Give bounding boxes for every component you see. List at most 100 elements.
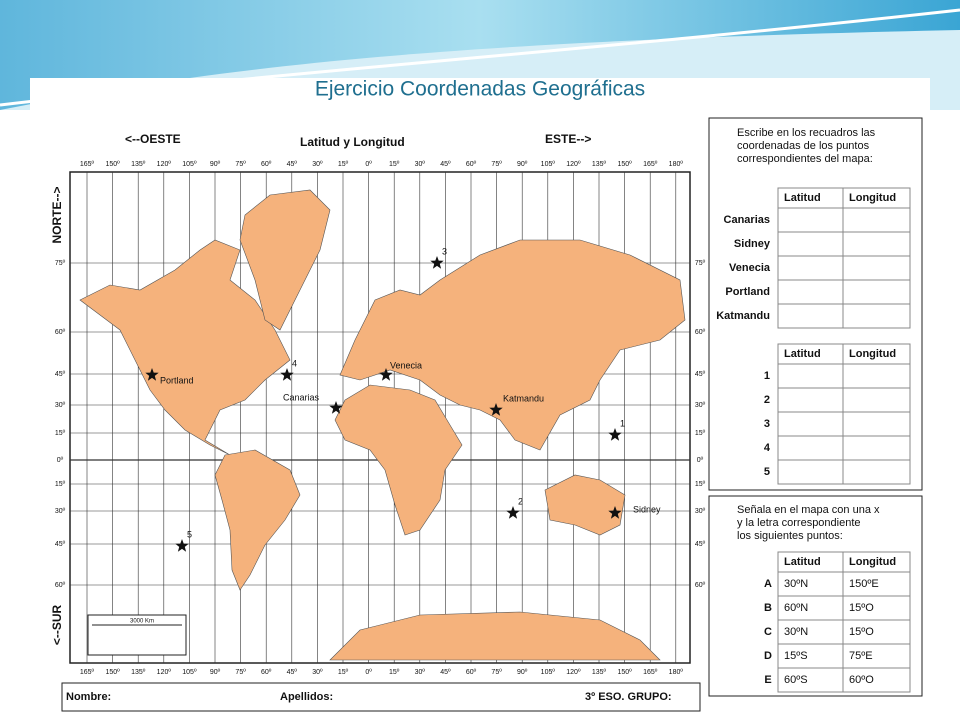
panel-instruction: Señala en el mapa con una x xyxy=(737,504,880,516)
latitude-label: 45º xyxy=(695,371,706,378)
table-row xyxy=(777,303,911,329)
row-label: Canarias xyxy=(724,214,770,226)
south-label: <--SUR xyxy=(50,605,64,646)
north-america xyxy=(79,239,291,456)
footer-box xyxy=(61,682,701,712)
row-label: A xyxy=(764,578,772,590)
longitude-label: 90º xyxy=(210,161,221,168)
longitude-label: 75º xyxy=(491,161,502,168)
longitude-label: 45º xyxy=(440,669,451,676)
row-value: 60ºN xyxy=(784,602,808,614)
place-star xyxy=(329,401,343,414)
table-header-text: Latitud xyxy=(784,556,821,568)
longitude-label: 0º xyxy=(365,669,372,676)
longitude-label: 135º xyxy=(592,669,607,676)
longitude-label: 45º xyxy=(287,161,298,168)
row-value: 60ºO xyxy=(849,674,874,686)
latitude-label: 15º xyxy=(55,430,66,437)
place-star xyxy=(379,368,393,381)
longitude-label: 90º xyxy=(210,669,221,676)
place-label: Katmandu xyxy=(503,393,544,403)
row-value: 150ºE xyxy=(849,578,879,590)
row-value: 15ºO xyxy=(849,602,874,614)
latitude-label: 75º xyxy=(695,260,706,267)
longitude-label: 30º xyxy=(415,161,426,168)
point-star xyxy=(608,428,622,441)
antarctica xyxy=(329,611,661,661)
panel-instruction: y la letra correspondiente xyxy=(737,517,861,529)
longitude-label: 15º xyxy=(389,669,400,676)
map-heading: Latitud y Longitud xyxy=(300,135,405,149)
row-label: 1 xyxy=(764,370,770,382)
longitude-label: 120º xyxy=(157,161,172,168)
longitude-label: 45º xyxy=(440,161,451,168)
longitude-label: 90º xyxy=(517,161,528,168)
table-header-text: Latitud xyxy=(784,348,821,360)
longitude-label: 30º xyxy=(415,669,426,676)
panel-instruction: Escribe en los recuadros las xyxy=(737,127,876,139)
latitude-label: 45º xyxy=(55,541,66,548)
row-label: 2 xyxy=(764,394,770,406)
scale-box xyxy=(87,614,187,656)
point-label: 4 xyxy=(292,358,297,368)
footer-group: 3º ESO. GRUPO: xyxy=(585,691,672,703)
row-label: 4 xyxy=(764,442,771,454)
latitude-label: 45º xyxy=(695,541,706,548)
latitude-label: 60º xyxy=(55,582,66,589)
south-america xyxy=(214,449,301,591)
longitude-label: 75º xyxy=(491,669,502,676)
longitude-label: 60º xyxy=(261,669,272,676)
panel-instruction: coordenadas de los puntos xyxy=(737,140,870,152)
longitude-label: 30º xyxy=(312,669,323,676)
latitude-label: 30º xyxy=(695,402,706,409)
longitude-label: 180º xyxy=(669,161,684,168)
longitude-label: 165º xyxy=(80,161,95,168)
longitude-label: 135º xyxy=(131,161,146,168)
place-label: Portland xyxy=(160,375,194,385)
table-header-text: Longitud xyxy=(849,348,896,360)
row-value: 15ºO xyxy=(849,626,874,638)
latitude-label: 60º xyxy=(55,329,66,336)
place-label: Venecia xyxy=(390,360,422,370)
latitude-label: 60º xyxy=(695,582,706,589)
footer-name: Nombre: xyxy=(66,691,111,703)
table-row xyxy=(777,459,911,485)
row-label: Katmandu xyxy=(716,310,770,322)
row-label: E xyxy=(764,674,771,686)
latitude-label: 30º xyxy=(55,402,66,409)
longitude-label: 165º xyxy=(643,161,658,168)
title: Ejercicio Coordenadas Geográficas xyxy=(315,78,645,101)
longitude-label: 105º xyxy=(541,669,556,676)
longitude-label: 15º xyxy=(389,161,400,168)
longitude-label: 150º xyxy=(617,161,632,168)
longitude-label: 165º xyxy=(643,669,658,676)
place-label: Sidney xyxy=(633,504,661,514)
footer-surname: Apellidos: xyxy=(280,691,333,703)
panel-instruction: correspondientes del mapa: xyxy=(737,153,873,165)
point-label: 2 xyxy=(518,496,523,506)
row-value: 15ºS xyxy=(784,650,808,662)
longitude-label: 105º xyxy=(541,161,556,168)
point-label: 1 xyxy=(620,418,625,428)
row-label: C xyxy=(764,626,772,638)
row-value: 75ºE xyxy=(849,650,873,662)
longitude-label: 0º xyxy=(365,161,372,168)
longitude-label: 15º xyxy=(338,161,349,168)
row-value: 30ºN xyxy=(784,626,808,638)
latitude-label: 15º xyxy=(695,430,706,437)
latitude-label: 30º xyxy=(695,508,706,515)
row-label: B xyxy=(764,602,772,614)
place-label: Canarias xyxy=(283,392,320,402)
longitude-label: 75º xyxy=(235,669,246,676)
latitude-label: 0º xyxy=(697,457,704,464)
table-row xyxy=(777,667,911,693)
longitude-label: 30º xyxy=(312,161,323,168)
longitude-label: 60º xyxy=(466,161,477,168)
row-label: D xyxy=(764,650,772,662)
north-label: NORTE--> xyxy=(50,187,64,244)
latitude-label: 15º xyxy=(55,481,66,488)
latitude-label: 0º xyxy=(57,457,64,464)
latitude-label: 60º xyxy=(695,329,706,336)
longitude-label: 90º xyxy=(517,669,528,676)
